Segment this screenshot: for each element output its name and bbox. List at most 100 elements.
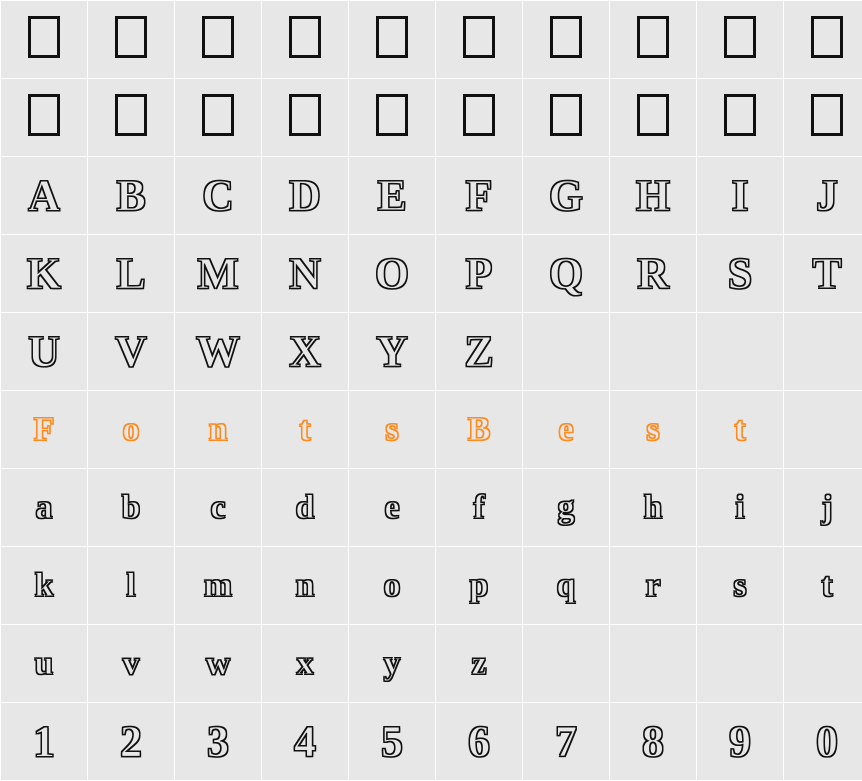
glyph-cell[interactable]: F xyxy=(436,157,523,235)
glyph-cell[interactable]: z xyxy=(436,625,523,703)
glyph-cell[interactable]: o xyxy=(88,391,175,469)
glyph-cell[interactable]: e xyxy=(349,469,436,547)
glyph-cell[interactable]: 6 xyxy=(436,703,523,781)
glyph-cell[interactable]: C xyxy=(175,157,262,235)
glyph-cell[interactable]: g xyxy=(523,469,610,547)
glyph-cell[interactable]: t xyxy=(697,391,784,469)
glyph-cell[interactable] xyxy=(610,1,697,79)
glyph-cell[interactable] xyxy=(697,79,784,157)
glyph-cell[interactable]: F xyxy=(1,391,88,469)
glyph-cell[interactable]: x xyxy=(262,625,349,703)
glyph-cell[interactable] xyxy=(523,313,610,391)
glyph-cell[interactable]: k xyxy=(1,547,88,625)
glyph-cell[interactable] xyxy=(262,79,349,157)
glyph-cell[interactable]: j xyxy=(784,469,862,547)
glyph-cell[interactable] xyxy=(349,79,436,157)
glyph-cell[interactable]: t xyxy=(262,391,349,469)
glyph-cell[interactable] xyxy=(262,1,349,79)
glyph-cell[interactable] xyxy=(349,1,436,79)
glyph-cell[interactable]: X xyxy=(262,313,349,391)
glyph-cell[interactable]: 4 xyxy=(262,703,349,781)
glyph-cell[interactable]: o xyxy=(349,547,436,625)
glyph-cell[interactable]: l xyxy=(88,547,175,625)
glyph-cell[interactable]: 5 xyxy=(349,703,436,781)
glyph-cell[interactable]: h xyxy=(610,469,697,547)
glyph-cell[interactable]: R xyxy=(610,235,697,313)
glyph-cell[interactable] xyxy=(610,313,697,391)
glyph-cell[interactable] xyxy=(697,313,784,391)
glyph-cell[interactable]: i xyxy=(697,469,784,547)
glyph-cell[interactable] xyxy=(523,1,610,79)
glyph-cell[interactable]: s xyxy=(610,391,697,469)
glyph-cell[interactable]: O xyxy=(349,235,436,313)
glyph-cell[interactable]: t xyxy=(784,547,862,625)
glyph-cell[interactable] xyxy=(523,79,610,157)
glyph-cell[interactable] xyxy=(784,1,862,79)
glyph-cell[interactable]: n xyxy=(175,391,262,469)
glyph-cell[interactable]: a xyxy=(1,469,88,547)
glyph-cell[interactable]: H xyxy=(610,157,697,235)
glyph-cell[interactable]: w xyxy=(175,625,262,703)
glyph-cell[interactable] xyxy=(1,79,88,157)
glyph-cell[interactable]: 7 xyxy=(523,703,610,781)
glyph-cell[interactable]: S xyxy=(697,235,784,313)
glyph-cell[interactable]: G xyxy=(523,157,610,235)
glyph-cell[interactable]: K xyxy=(1,235,88,313)
glyph-cell[interactable]: D xyxy=(262,157,349,235)
glyph-cell[interactable]: e xyxy=(523,391,610,469)
glyph-cell[interactable]: 0 xyxy=(784,703,862,781)
glyph-cell[interactable] xyxy=(523,625,610,703)
glyph-cell[interactable]: L xyxy=(88,235,175,313)
glyph-cell[interactable]: 8 xyxy=(610,703,697,781)
glyph-cell[interactable]: P xyxy=(436,235,523,313)
glyph-cell[interactable] xyxy=(175,1,262,79)
glyph-cell[interactable]: 9 xyxy=(697,703,784,781)
glyph-cell[interactable] xyxy=(784,391,862,469)
glyph-cell[interactable]: b xyxy=(88,469,175,547)
glyph-cell[interactable] xyxy=(1,1,88,79)
glyph-cell[interactable]: f xyxy=(436,469,523,547)
glyph-cell[interactable] xyxy=(784,625,862,703)
glyph-cell[interactable]: s xyxy=(349,391,436,469)
glyph-cell[interactable]: Q xyxy=(523,235,610,313)
glyph-cell[interactable]: W xyxy=(175,313,262,391)
glyph-cell[interactable]: I xyxy=(697,157,784,235)
glyph-cell[interactable] xyxy=(88,1,175,79)
glyph-cell[interactable] xyxy=(697,1,784,79)
glyph-cell[interactable]: Y xyxy=(349,313,436,391)
glyph-cell[interactable]: M xyxy=(175,235,262,313)
glyph-cell[interactable]: u xyxy=(1,625,88,703)
glyph-cell[interactable] xyxy=(88,79,175,157)
glyph-cell[interactable]: c xyxy=(175,469,262,547)
glyph-cell[interactable]: J xyxy=(784,157,862,235)
glyph-cell[interactable]: m xyxy=(175,547,262,625)
glyph-cell[interactable] xyxy=(610,625,697,703)
glyph-cell[interactable] xyxy=(436,1,523,79)
glyph-cell[interactable]: y xyxy=(349,625,436,703)
glyph-cell[interactable]: B xyxy=(88,157,175,235)
glyph-cell[interactable]: s xyxy=(697,547,784,625)
glyph-cell[interactable]: B xyxy=(436,391,523,469)
glyph-cell[interactable]: 2 xyxy=(88,703,175,781)
glyph-cell[interactable]: E xyxy=(349,157,436,235)
glyph-cell[interactable] xyxy=(436,79,523,157)
glyph-cell[interactable]: N xyxy=(262,235,349,313)
glyph-cell[interactable]: A xyxy=(1,157,88,235)
glyph-cell[interactable] xyxy=(784,79,862,157)
glyph-cell[interactable] xyxy=(697,625,784,703)
glyph-cell[interactable] xyxy=(784,313,862,391)
glyph-cell[interactable] xyxy=(610,79,697,157)
glyph-cell[interactable]: d xyxy=(262,469,349,547)
glyph-cell[interactable]: v xyxy=(88,625,175,703)
glyph-cell[interactable]: 3 xyxy=(175,703,262,781)
glyph-cell[interactable]: p xyxy=(436,547,523,625)
glyph-cell[interactable]: Z xyxy=(436,313,523,391)
glyph-cell[interactable]: T xyxy=(784,235,862,313)
glyph-cell[interactable]: r xyxy=(610,547,697,625)
glyph-cell[interactable] xyxy=(175,79,262,157)
glyph-cell[interactable]: q xyxy=(523,547,610,625)
glyph-cell[interactable]: n xyxy=(262,547,349,625)
glyph-cell[interactable]: 1 xyxy=(1,703,88,781)
glyph-cell[interactable]: U xyxy=(1,313,88,391)
glyph-cell[interactable]: V xyxy=(88,313,175,391)
